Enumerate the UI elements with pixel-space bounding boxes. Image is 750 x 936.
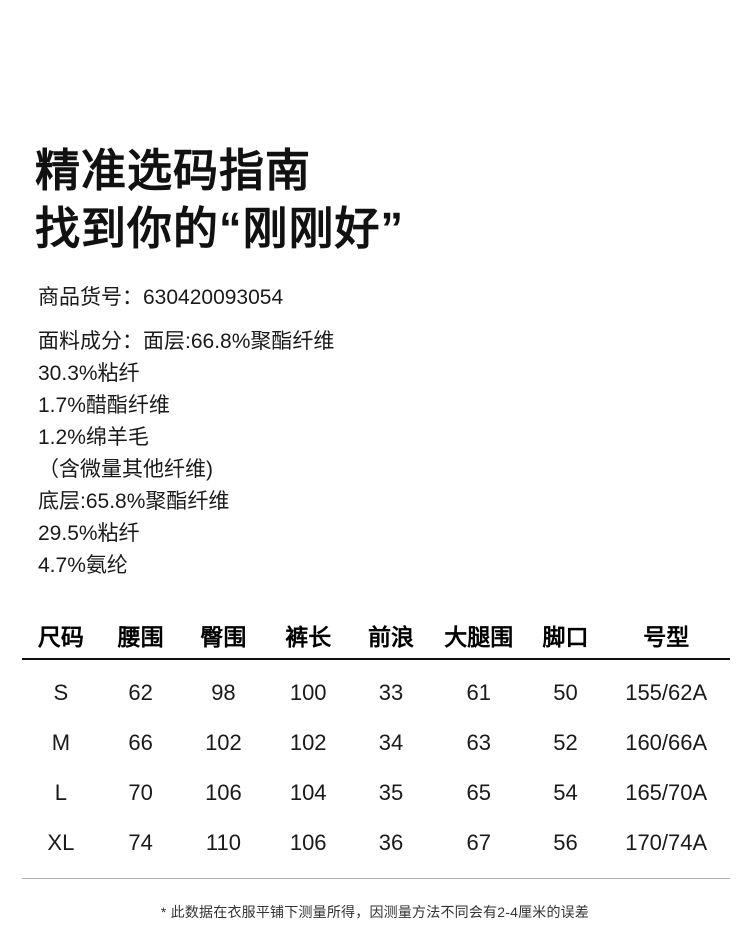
cell-size: XL [47, 830, 75, 855]
cell-length: 106 [289, 830, 327, 855]
fabric-composition-line: 底层:65.8%聚酯纤维 [38, 490, 230, 513]
cell-thigh: 63 [466, 730, 491, 755]
table-row: XL 74 110 106 36 67 56 170/74A [22, 818, 728, 868]
fabric-composition-line: 1.7%醋酯纤维 [38, 394, 170, 417]
cell-size-code: 165/70A [625, 780, 708, 805]
fabric-composition-line: 1.2%绵羊毛 [38, 426, 149, 449]
fabric-composition-line: 29.5%粘纤 [38, 522, 140, 545]
column-header-thigh: 大腿围 [444, 624, 514, 650]
cell-rise: 33 [378, 680, 404, 705]
table-row: S 62 98 100 33 61 50 155/62A [22, 668, 728, 718]
column-header-waist: 腰围 [117, 624, 164, 650]
cell-waist: 62 [128, 680, 153, 705]
cell-rise: 34 [378, 730, 404, 755]
table-header-divider [22, 658, 730, 660]
cell-rise: 36 [378, 830, 404, 855]
fabric-composition-line: 30.3%粘纤 [38, 362, 140, 385]
cell-length: 102 [289, 730, 327, 755]
cell-size-code: 160/66A [625, 730, 708, 755]
table-row: L 70 106 104 35 65 54 165/70A [22, 768, 728, 818]
cell-hip: 98 [211, 680, 236, 705]
cell-hip: 102 [205, 730, 242, 755]
size-table: 尺码 腰围 臀围 裤长 前浪 大腿围 脚口 号型 S 62 98 100 33 … [20, 614, 730, 879]
cell-leg-opening: 52 [553, 730, 578, 755]
column-header-size-code: 号型 [643, 624, 690, 650]
product-code: 商品货号：630420093054 [38, 286, 284, 309]
table-header-row: 尺码 腰围 臀围 裤长 前浪 大腿围 脚口 号型 [22, 614, 728, 656]
column-header-hip: 臀围 [200, 624, 247, 650]
cell-size-code: 170/74A [625, 830, 708, 855]
cell-waist: 66 [128, 730, 153, 755]
cell-leg-opening: 56 [553, 830, 578, 855]
fabric-composition-line: （含微量其他纤维) [38, 458, 213, 481]
cell-size: L [54, 780, 68, 805]
cell-thigh: 67 [466, 830, 491, 855]
table-body: S 62 98 100 33 61 50 155/62A M 66 102 10… [22, 660, 728, 878]
table-row: M 66 102 102 34 63 52 160/66A [22, 718, 728, 768]
cell-rise: 35 [378, 780, 404, 805]
cell-length: 104 [289, 780, 327, 805]
cell-leg-opening: 50 [553, 680, 578, 705]
table-bottom-divider [22, 878, 730, 879]
cell-thigh: 61 [466, 680, 491, 705]
cell-waist: 70 [128, 780, 153, 805]
fabric-composition-line: 面料成分：面层:66.8%聚酯纤维 [38, 330, 335, 353]
product-info-block: 商品货号：630420093054 面料成分：面层:66.8%聚酯纤维 30.3… [20, 282, 730, 582]
column-header-length: 裤长 [285, 624, 332, 650]
cell-hip: 110 [205, 830, 241, 855]
cell-thigh: 65 [466, 780, 491, 805]
cell-length: 100 [289, 680, 327, 705]
fabric-composition-line: 4.7%氨纶 [38, 554, 128, 577]
page-title-line-1: 精准选码指南 [35, 145, 312, 196]
cell-size-code: 155/62A [625, 680, 708, 705]
cell-leg-opening: 54 [553, 780, 578, 805]
column-header-rise: 前浪 [367, 624, 414, 650]
cell-size: M [51, 730, 71, 755]
cell-waist: 74 [128, 830, 153, 855]
page-title: 精准选码指南 找到你的“刚刚好” [20, 0, 730, 258]
page-title-line-2: 找到你的“刚刚好” [35, 203, 405, 254]
column-header-size: 尺码 [37, 624, 84, 650]
cell-hip: 106 [205, 780, 242, 805]
column-header-leg-opening: 脚口 [542, 624, 589, 650]
cell-size: S [53, 680, 69, 705]
measurement-footnote: * 此数据在衣服平铺下测量所得，因测量方法不同会有2-4厘米的误差 [160, 904, 590, 920]
